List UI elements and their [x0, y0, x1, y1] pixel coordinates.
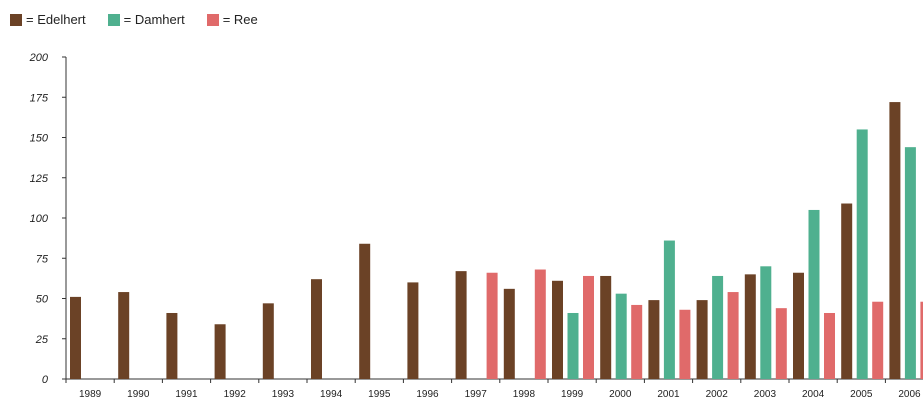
- bar-damhert-2005: [857, 129, 868, 379]
- x-tick-label: 2000: [609, 389, 632, 400]
- y-tick-label: 0: [42, 374, 49, 386]
- bar-damhert-2000: [616, 294, 627, 379]
- x-tick-label: 2004: [802, 389, 825, 400]
- bar-ree-1999: [583, 276, 594, 379]
- y-tick-label: 75: [36, 253, 49, 265]
- bar-edelhert-2004: [793, 273, 804, 379]
- y-tick-label: 25: [35, 334, 49, 346]
- y-tick-label: 50: [36, 294, 49, 306]
- x-tick-label: 1998: [513, 389, 536, 400]
- bar-edelhert-2000: [600, 276, 611, 379]
- bar-edelhert-1994: [311, 279, 322, 379]
- x-tick-label: 1993: [272, 389, 295, 400]
- x-tick-label: 1997: [465, 389, 488, 400]
- bar-damhert-2003: [760, 266, 771, 379]
- bar-ree-2004: [824, 313, 835, 379]
- bar-edelhert-1989: [70, 297, 81, 379]
- bar-edelhert-1993: [263, 303, 274, 379]
- bar-damhert-2002: [712, 276, 723, 379]
- x-tick-label: 1992: [224, 389, 247, 400]
- x-tick-label: 2003: [754, 389, 777, 400]
- bar-edelhert-2005: [841, 204, 852, 379]
- bar-damhert-2006: [905, 147, 916, 379]
- x-tick-label: 2006: [898, 389, 921, 400]
- y-tick-label: 150: [30, 133, 49, 145]
- bar-edelhert-1992: [215, 324, 226, 379]
- x-tick-label: 1989: [79, 389, 102, 400]
- x-tick-label: 1999: [561, 389, 584, 400]
- bar-edelhert-1999: [552, 281, 563, 379]
- bar-edelhert-2003: [745, 274, 756, 379]
- x-tick-label: 2002: [706, 389, 729, 400]
- bar-damhert-1999: [568, 313, 579, 379]
- bar-ree-2000: [631, 305, 642, 379]
- bar-edelhert-2001: [648, 300, 659, 379]
- x-tick-label: 2005: [850, 389, 873, 400]
- y-tick-label: 100: [30, 213, 49, 225]
- y-tick-label: 200: [29, 52, 49, 64]
- y-tick-label: 125: [30, 173, 49, 185]
- bar-ree-1997: [487, 273, 498, 379]
- x-tick-label: 1995: [368, 389, 391, 400]
- bar-damhert-2004: [809, 210, 820, 379]
- bar-edelhert-1997: [456, 271, 467, 379]
- bar-edelhert-2006: [889, 102, 900, 379]
- x-tick-label: 2001: [657, 389, 680, 400]
- x-tick-label: 1996: [416, 389, 439, 400]
- bar-edelhert-1990: [118, 292, 129, 379]
- y-tick-label: 175: [30, 92, 49, 104]
- bar-ree-2005: [872, 302, 883, 379]
- bar-edelhert-1998: [504, 289, 515, 379]
- bar-edelhert-1996: [407, 282, 418, 379]
- x-tick-label: 1991: [175, 389, 198, 400]
- x-tick-label: 1994: [320, 389, 343, 400]
- bar-ree-2002: [728, 292, 739, 379]
- bar-ree-2001: [679, 310, 690, 379]
- bar-damhert-2001: [664, 241, 675, 379]
- bar-ree-1998: [535, 270, 546, 379]
- x-tick-label: 1990: [127, 389, 150, 400]
- bar-edelhert-1995: [359, 244, 370, 379]
- bar-ree-2003: [776, 308, 787, 379]
- bar-edelhert-2002: [697, 300, 708, 379]
- bar-edelhert-1991: [166, 313, 177, 379]
